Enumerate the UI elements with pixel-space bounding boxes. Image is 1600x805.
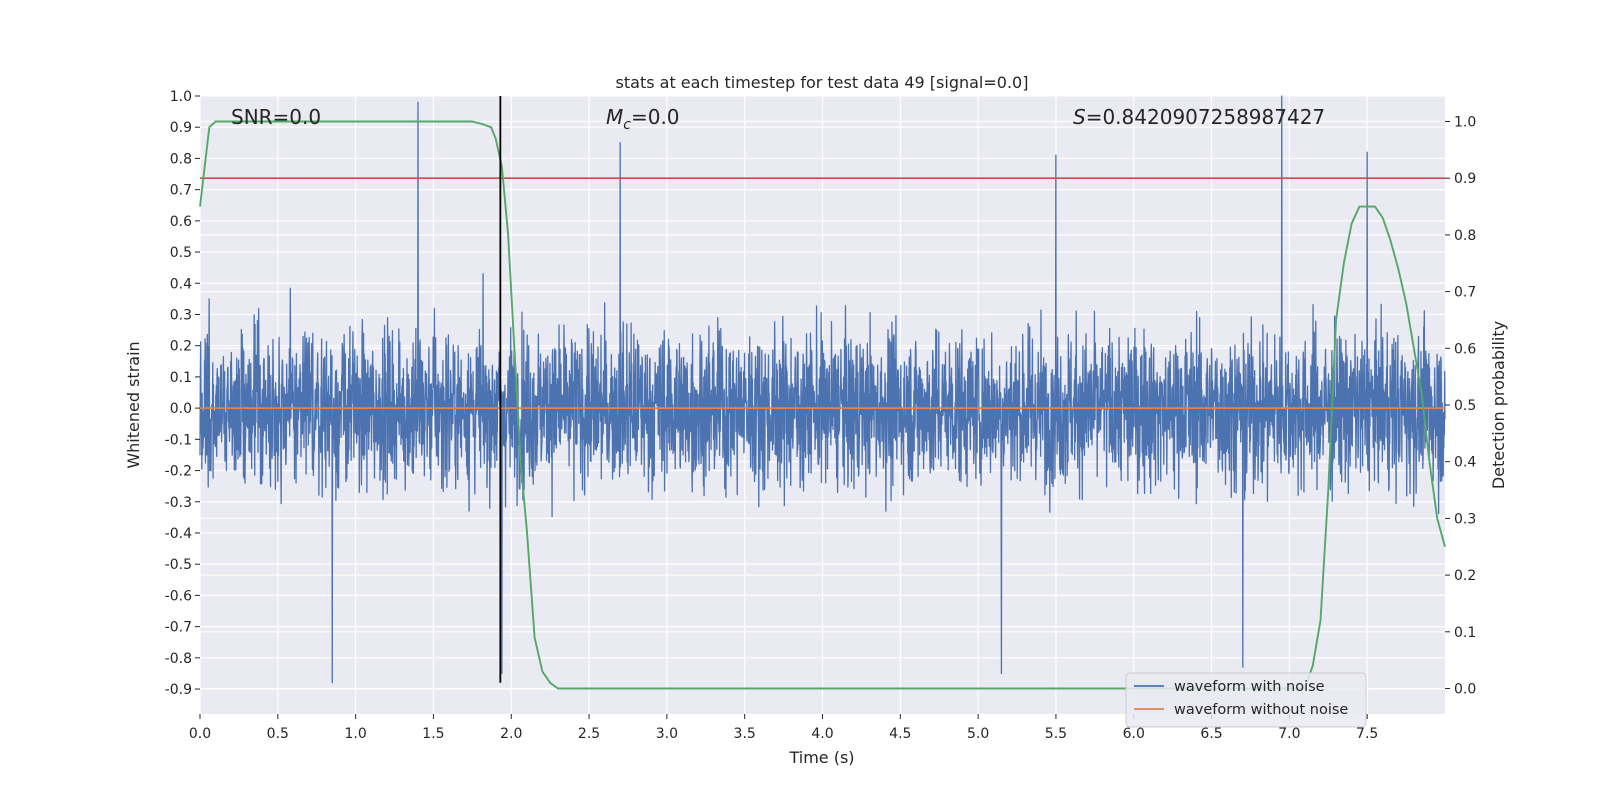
- legend-label-clean: waveform without noise: [1174, 702, 1348, 718]
- chart-title: stats at each timestep for test data 49 …: [616, 73, 1029, 92]
- y-tick-label: 0.7: [170, 183, 192, 199]
- x-axis-label: Time (s): [788, 748, 854, 767]
- x-tick-label: 2.5: [578, 726, 600, 742]
- x-tick-label: 3.5: [734, 726, 756, 742]
- chirp-mass-value: =0.0: [631, 105, 680, 129]
- x-tick-label: 5.0: [967, 726, 989, 742]
- y-tick-label: -0.2: [165, 464, 192, 480]
- y2-tick-label: 0.1: [1454, 625, 1476, 641]
- y-tick-label: -0.3: [165, 495, 192, 511]
- y-tick-label: 0.3: [170, 307, 192, 323]
- y-tick-label: 1.0: [170, 89, 192, 105]
- y-tick-label: 0.2: [170, 339, 192, 355]
- legend-label-noisy: waveform with noise: [1174, 679, 1325, 695]
- x-tick-label: 0.0: [189, 726, 211, 742]
- x-tick-label: 6.5: [1200, 726, 1222, 742]
- waveform-with-noise-line: [199, 95, 1446, 684]
- y2-tick-label: 0.3: [1454, 511, 1476, 527]
- x-tick-label: 2.0: [500, 726, 522, 742]
- y2-tick-label: 0.6: [1454, 341, 1476, 357]
- y-tick-label: 0.8: [170, 151, 192, 167]
- score-symbol: S: [1073, 105, 1086, 129]
- y2-tick-label: 0.4: [1454, 455, 1476, 471]
- x-tick-label: 7.0: [1278, 726, 1300, 742]
- x-tick-label: 4.0: [811, 726, 833, 742]
- detection-probability-line: [199, 120, 1446, 690]
- y2-tick-label: 1.0: [1454, 115, 1476, 131]
- y-axis-label: Whitened strain: [124, 341, 143, 468]
- y-tick-label: 0.5: [170, 245, 192, 261]
- y-tick-label: -0.6: [165, 588, 192, 604]
- y-tick-label: -0.9: [165, 682, 192, 698]
- y2-tick-label: 0.7: [1454, 285, 1476, 301]
- legend-box: [1125, 672, 1367, 728]
- y2-tick-label: 0.8: [1454, 228, 1476, 244]
- y2-axis-ticks: 1.0 0.9 0.8 0.7 0.6 0.5 0.4 0.3 0.2 0.1 0.0: [1445, 115, 1476, 697]
- y-tick-label: 0.0: [170, 401, 192, 417]
- x-tick-label: 3.0: [656, 726, 678, 742]
- chirp-mass-annotation: Mc=0.0: [606, 105, 680, 133]
- y-tick-label: -0.4: [165, 526, 192, 542]
- y-tick-label: -0.7: [165, 620, 192, 636]
- y2-tick-label: 0.2: [1454, 568, 1476, 584]
- chirp-mass-subscript: c: [623, 117, 631, 133]
- x-tick-label: 0.5: [267, 726, 289, 742]
- chirp-mass-symbol: M: [606, 105, 623, 129]
- x-tick-label: 4.5: [889, 726, 911, 742]
- y-tick-label: 0.6: [170, 214, 192, 230]
- y-tick-label: 0.9: [170, 120, 192, 136]
- y-tick-label: -0.8: [165, 651, 192, 667]
- x-tick-label: 1.5: [422, 726, 444, 742]
- data-layer: [199, 95, 1446, 690]
- y2-tick-label: 0.0: [1454, 681, 1476, 697]
- y-tick-label: -0.5: [165, 557, 192, 573]
- score-value: =0.8420907258987427: [1086, 105, 1325, 129]
- x-tick-label: 5.5: [1045, 726, 1067, 742]
- x-tick-label: 6.0: [1123, 726, 1145, 742]
- y-tick-label: -0.1: [165, 432, 192, 448]
- y2-tick-label: 0.9: [1454, 171, 1476, 187]
- y-tick-label: 0.1: [170, 370, 192, 386]
- legend: waveform with noise waveform without noi…: [1125, 672, 1367, 728]
- y-tick-label: 0.4: [170, 276, 192, 292]
- x-tick-label: 1.0: [344, 726, 366, 742]
- x-axis-ticks: 0.0 0.5 1.0 1.5 2.0 2.5 3.0 3.5 4.0 4.5 5.0 5.5 6.0 6…: [189, 714, 1378, 742]
- y2-axis-label: Detection probability: [1489, 321, 1508, 489]
- score-annotation: S=0.8420907258987427: [1073, 105, 1325, 129]
- y2-tick-label: 0.5: [1454, 398, 1476, 414]
- y-axis-ticks: 1.0 0.9 0.8 0.7 0.6 0.5 0.4 0.3 0.2 0.1 0.0 -0.1 -0.…: [165, 89, 200, 698]
- snr-annotation: SNR=0.0: [231, 105, 321, 129]
- x-tick-label: 7.5: [1356, 726, 1378, 742]
